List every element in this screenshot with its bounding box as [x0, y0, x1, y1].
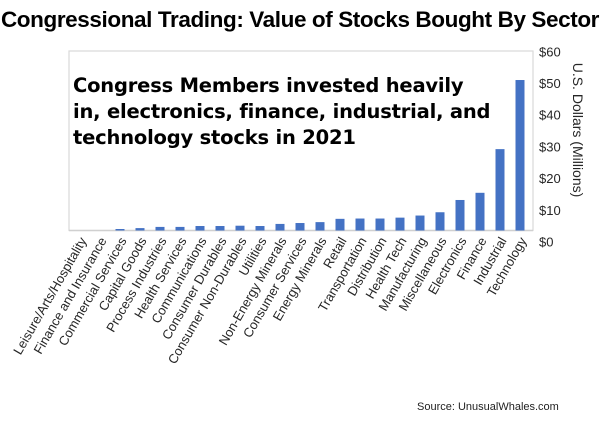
y-tick-label: $10 [539, 203, 561, 218]
bar-distribution [375, 218, 385, 231]
bar-consumer-durables [215, 226, 225, 231]
y-ticks-group: $0 $10 $20 $30 $40 $50 $60 [539, 44, 561, 249]
bar-miscellaneous [435, 212, 445, 231]
bar-non-energy-minerals [275, 223, 285, 231]
bar-consumer-non-durables [235, 225, 245, 231]
bar-transportation [355, 218, 365, 231]
chart-annotation: Congress Members invested heavily in, el… [73, 74, 491, 149]
bar-industrial [495, 149, 505, 231]
y-tick-label: $20 [539, 171, 561, 186]
bar-commercial-services [115, 229, 125, 231]
bars-group [115, 80, 525, 231]
bar-health-services [175, 226, 185, 231]
bar-energy-minerals [315, 222, 325, 231]
bar-retail [335, 218, 345, 231]
y-tick-label: $0 [539, 235, 553, 250]
y-tick-label: $30 [539, 139, 561, 154]
bar-technology [515, 80, 525, 231]
bar-electronics [455, 199, 465, 231]
bar-utilities [255, 226, 265, 231]
y-tick-label: $50 [539, 76, 561, 91]
bar-process-industries [155, 226, 165, 231]
y-axis-label: U.S. Dollars (Millions) [570, 63, 586, 198]
bar-consumer-services [295, 223, 305, 231]
source-note: Source: UnusualWhales.com [417, 401, 559, 413]
bar-health-tech [395, 217, 405, 231]
bar-capital-goods [135, 228, 145, 231]
y-tick-label: $60 [539, 44, 561, 59]
chart-title: Congressional Trading: Value of Stocks B… [1, 7, 600, 32]
y-tick-label: $40 [539, 108, 561, 123]
bar-manufacturing [415, 215, 425, 231]
bar-finance [475, 192, 485, 231]
bar-communications [195, 226, 205, 231]
